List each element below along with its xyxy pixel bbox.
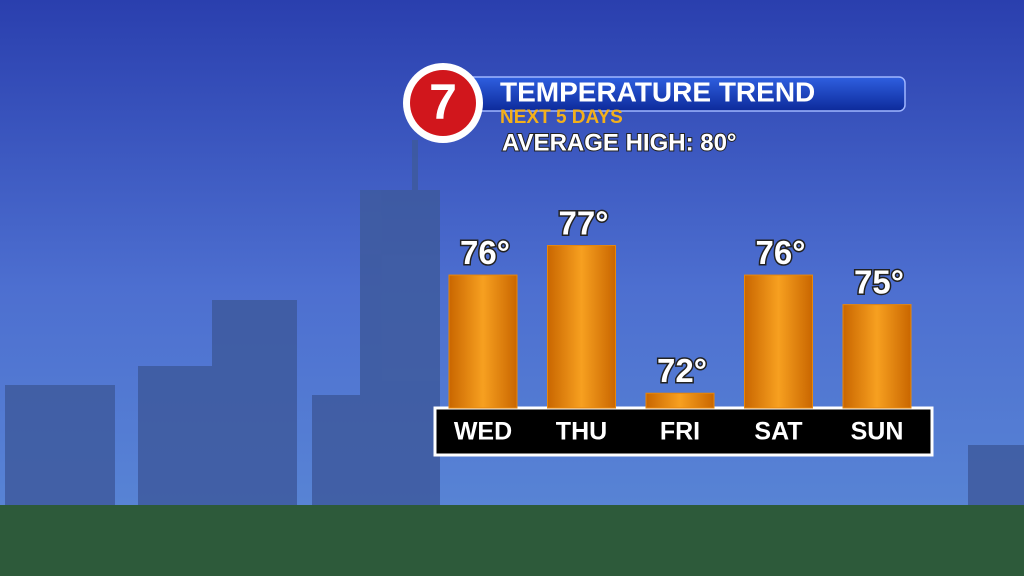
value-label: 76° [756, 234, 806, 271]
annotation: AVERAGE HIGH: 80° [502, 129, 737, 156]
value-label: 75° [854, 263, 904, 300]
bar [744, 274, 813, 409]
logo [410, 70, 476, 136]
category-label: THU [556, 418, 607, 446]
category-label: FRI [660, 418, 700, 446]
value-label: 72° [657, 352, 707, 389]
bar [842, 304, 912, 409]
category-label: SUN [851, 418, 904, 446]
category-label: WED [454, 418, 512, 446]
skyline [5, 140, 1024, 535]
bar [547, 245, 616, 409]
bar [645, 392, 715, 409]
category-label: SAT [754, 418, 802, 446]
chart-subtitle: NEXT 5 DAYS [500, 107, 623, 128]
logo-text: 7 [429, 74, 457, 130]
chart-title: TEMPERATURE TREND [500, 76, 815, 107]
trees [0, 505, 1024, 576]
bar [448, 274, 518, 409]
category-strip [433, 406, 934, 457]
value-label: 76° [460, 234, 510, 271]
value-label: 77° [559, 204, 609, 241]
